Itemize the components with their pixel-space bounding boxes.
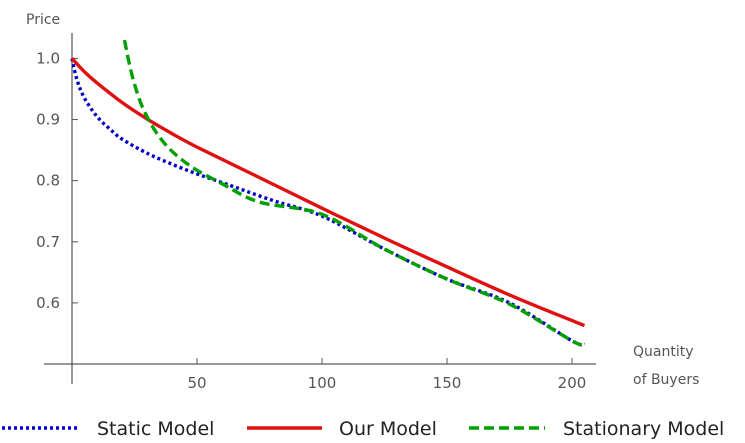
x-tick-label: 50	[187, 374, 206, 392]
legend: Static Model Our Model Stationary Model	[2, 418, 724, 440]
tick-labels: 50 100 150 200 0.6 0.7 0.8 0.9 1.0	[36, 49, 586, 392]
series-line-static-model	[70, 58, 585, 347]
x-axis-title-line-1: Quantity	[633, 344, 694, 360]
y-tick-label: 0.9	[36, 111, 60, 129]
y-tick-label: 0.6	[36, 294, 60, 312]
legend-label-our-model: Our Model	[339, 418, 437, 440]
x-tick-label: 100	[308, 374, 337, 392]
y-tick-label: 0.8	[36, 172, 60, 190]
x-tick-label: 200	[558, 374, 587, 392]
tick-marks	[72, 57, 573, 364]
y-axis-title: Price	[26, 12, 60, 28]
x-tick-label: 150	[433, 374, 462, 392]
legend-label-stationary-model: Stationary Model	[563, 418, 724, 440]
series-line-stationary-model	[122, 39, 585, 347]
series-lines	[70, 39, 586, 347]
x-axis-title-line-2: of Buyers	[633, 372, 699, 388]
y-tick-label: 1.0	[36, 49, 60, 67]
series-line-our-model	[70, 57, 586, 328]
y-tick-label: 0.7	[36, 233, 60, 251]
axes	[44, 33, 596, 384]
legend-label-static-model: Static Model	[97, 418, 214, 440]
